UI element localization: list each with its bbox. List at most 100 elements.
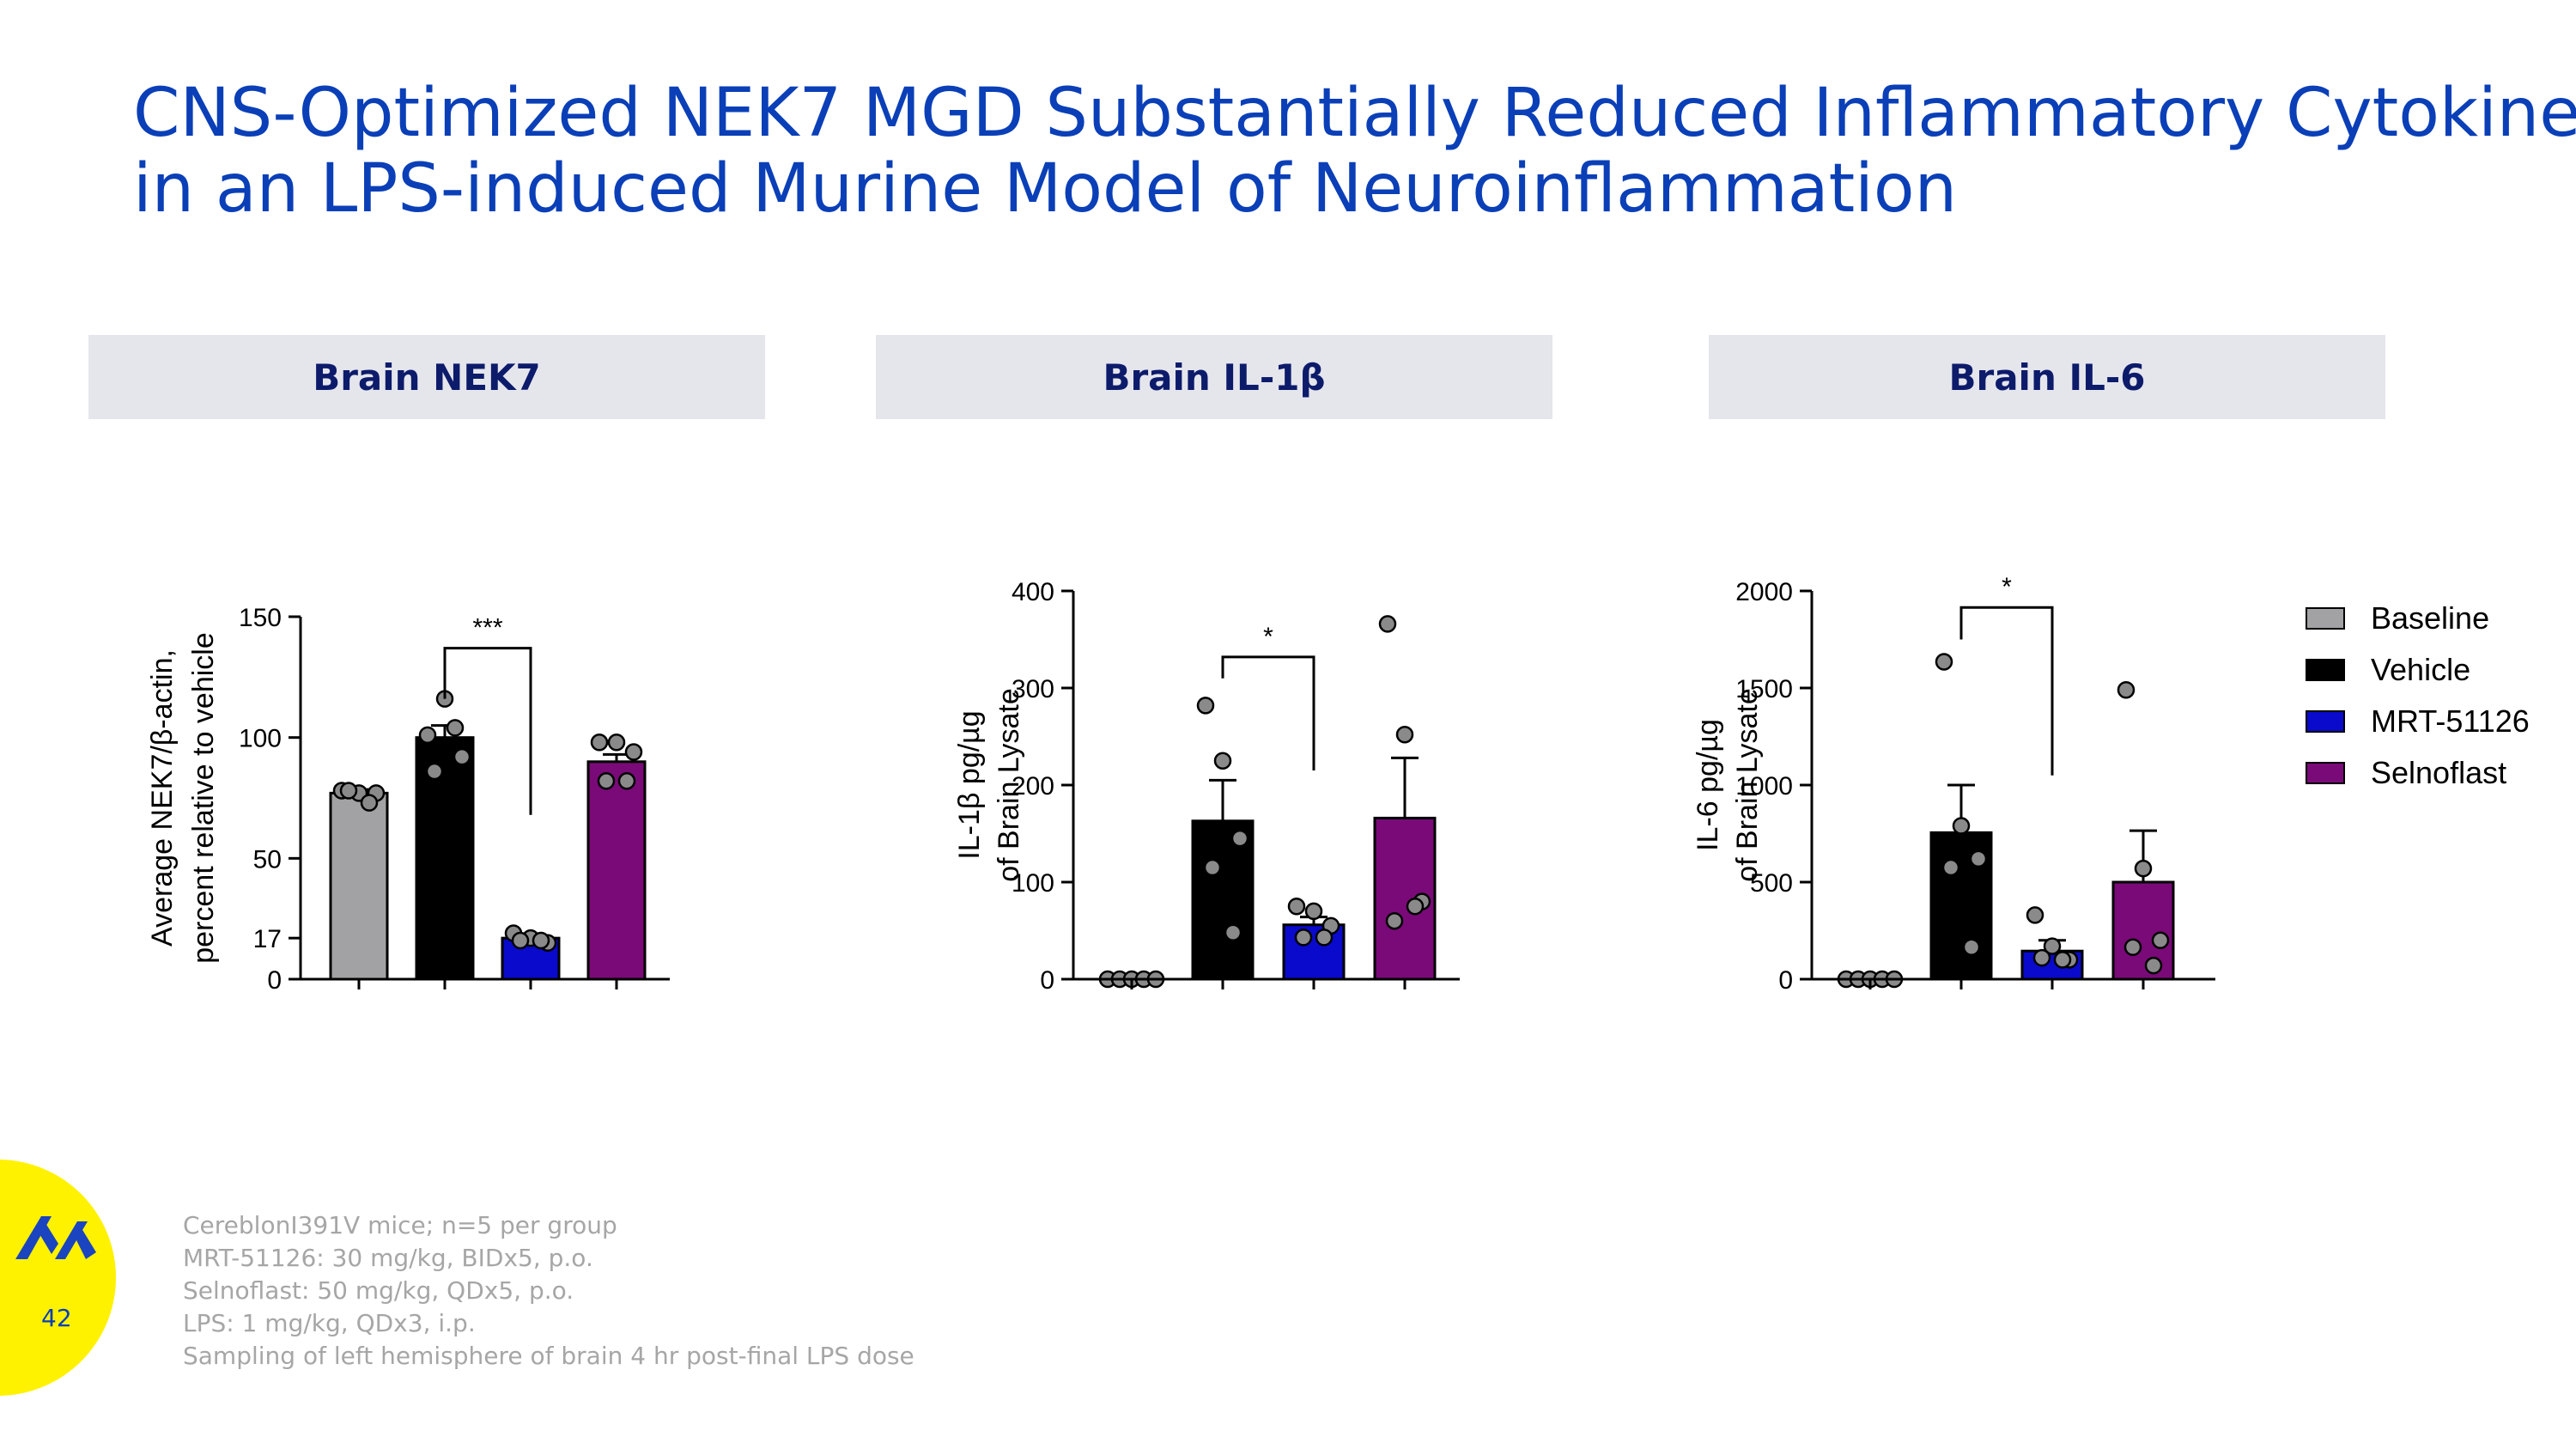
y-tick-label: 1000 (1735, 772, 1793, 801)
footnotes: CereblonI391V mice; n=5 per group MRT-51… (183, 1209, 914, 1373)
data-point (453, 747, 471, 766)
y-axis-label: percent relative to vehicle (187, 632, 220, 964)
y-axis-label: Average NEK7/β-actin, (146, 649, 179, 947)
legend-item-vehicle: Vehicle (2306, 644, 2530, 696)
footnote-line: Selnoflast: 50 mg/kg, QDx5, p.o. (183, 1276, 574, 1305)
data-point (2123, 938, 2142, 956)
footnote-line: MRT-51126: 30 mg/kg, BIDx5, p.o. (183, 1244, 593, 1272)
y-tick-label: 400 (1012, 578, 1054, 606)
panel-header-il6: Brain IL-6 (1709, 335, 2385, 419)
data-point (339, 782, 358, 800)
legend-label-baseline: Baseline (2371, 600, 2490, 636)
legend-swatch-selnoflast (2306, 762, 2345, 784)
bar-baseline (329, 791, 389, 981)
data-point (1287, 898, 1306, 916)
y-tick-label: 300 (1012, 675, 1054, 703)
y-tick-label: 0 (267, 966, 282, 995)
legend-swatch-vehicle (2306, 659, 2345, 681)
y-axis-label: IL-1β pg/µg (953, 710, 986, 859)
slide-title: CNS-Optimized NEK7 MGD Substantially Red… (133, 75, 2576, 228)
data-point (446, 719, 465, 737)
data-point (2144, 956, 2163, 975)
data-point (1196, 697, 1215, 715)
legend-label-vehicle: Vehicle (2371, 652, 2471, 687)
bar-vehicle (415, 736, 475, 981)
significance-label: * (1263, 623, 1273, 651)
data-point (1294, 928, 1313, 947)
data-point (425, 762, 444, 781)
data-point (1395, 725, 1414, 744)
data-point (360, 794, 379, 812)
data-point (1969, 849, 1988, 868)
data-point (1962, 938, 1981, 956)
data-point (617, 772, 636, 790)
data-point (2026, 906, 2044, 924)
data-point (511, 931, 530, 950)
data-point (1203, 858, 1222, 877)
chart-brain-nek7: Average NEK7/β-actin, percent relative to… (146, 604, 670, 995)
data-point (1224, 923, 1242, 942)
footnote-line: LPS: 1 mg/kg, QDx3, i.p. (183, 1309, 476, 1337)
footnote-line: Sampling of left hemisphere of brain 4 h… (183, 1342, 914, 1370)
y-tick-label: 1500 (1735, 675, 1793, 703)
data-point (607, 734, 626, 752)
data-point (1406, 898, 1425, 916)
significance-label: * (2002, 573, 2012, 601)
slide-title-line-2: in an LPS-induced Murine Model of Neuroi… (133, 150, 1958, 228)
y-axis-label: IL-6 pg/µg (1692, 719, 1724, 851)
data-point (2032, 948, 2051, 967)
y-tick-label: 2000 (1735, 578, 1793, 606)
data-point (1941, 858, 1960, 877)
y-tick-label: 100 (1012, 869, 1054, 898)
data-point (2134, 859, 2153, 878)
slide-title-line-1: CNS-Optimized NEK7 MGD Substantially Red… (133, 75, 2576, 152)
legend-label-selnoflast: Selnoflast (2371, 755, 2507, 790)
company-logo-icon (15, 1216, 96, 1259)
data-point (1378, 615, 1397, 633)
legend-swatch-baseline (2306, 607, 2345, 630)
data-point (2053, 951, 2072, 969)
legend-item-baseline: Baseline (2306, 593, 2530, 644)
footnote-line: CereblonI391V mice; n=5 per group (183, 1211, 617, 1239)
data-point (1952, 817, 1971, 835)
y-tick-label: 100 (239, 725, 282, 753)
panel-header-il1b: Brain IL-1β (876, 335, 1552, 419)
legend-label-mrt-51126: MRT-51126 (2371, 703, 2530, 739)
legend-swatch-mrt-51126 (2306, 710, 2345, 733)
logo-circle (0, 1160, 116, 1396)
data-point (2043, 937, 2062, 955)
legend-item-selnoflast: Selnoflast (2306, 747, 2530, 799)
legend-item-mrt-51126: MRT-51126 (2306, 696, 2530, 747)
significance-bracket (1959, 606, 2054, 776)
data-point (597, 772, 616, 790)
significance-bracket (443, 647, 532, 815)
data-point (2151, 931, 2170, 950)
data-point (590, 734, 609, 752)
data-point (1230, 829, 1249, 848)
page-number: 42 (41, 1304, 72, 1332)
y-tick-label: 150 (239, 604, 282, 632)
chart-brain-il1b: IL-1β pg/µg of Brain Lysate 0 100 200 300 400 * (953, 578, 1460, 995)
bar-selnoflast (586, 760, 647, 981)
data-point (1935, 653, 1953, 671)
y-axis-label: of Brain Lysate (993, 688, 1025, 882)
panel-header-nek7: Brain NEK7 (88, 335, 765, 419)
y-tick-label: 50 (253, 845, 282, 874)
y-tick-label: 0 (1778, 966, 1793, 995)
data-point (1315, 928, 1334, 947)
data-point (1213, 752, 1232, 770)
y-tick-label: 0 (1040, 966, 1054, 995)
y-tick-label: 17 (253, 925, 282, 953)
data-point (418, 726, 437, 745)
y-axis-label: of Brain Lysate (1731, 688, 1764, 882)
data-point (624, 743, 643, 761)
bar-selnoflast (2111, 880, 2175, 981)
data-point (532, 931, 550, 950)
significance-label: *** (472, 614, 502, 642)
significance-bracket (1221, 655, 1315, 771)
y-tick-label: 200 (1012, 772, 1054, 801)
chart-brain-il6: IL-6 pg/µg of Brain Lysate 0 500 1000 1500 200… (1692, 573, 2215, 995)
y-tick-label: 500 (1750, 869, 1793, 898)
data-point (1304, 902, 1323, 921)
data-point (2117, 681, 2136, 699)
